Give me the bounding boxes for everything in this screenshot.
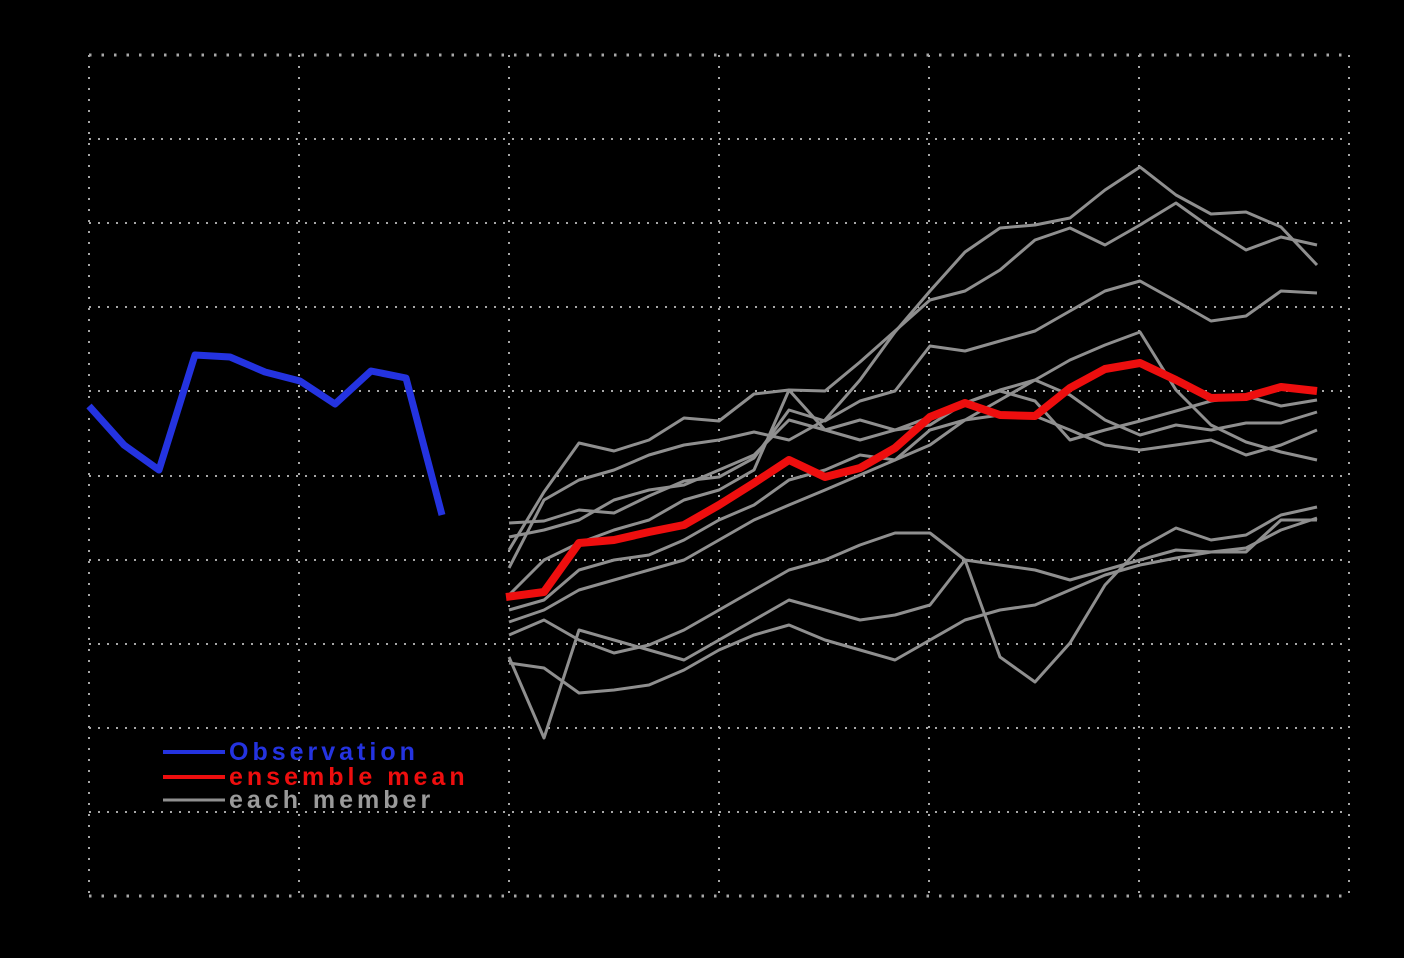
member-line-8 [507, 518, 1317, 740]
legend-label-observation: Observation [229, 738, 419, 766]
legend: Observation ensemble mean each member [163, 738, 469, 814]
member-line-10 [508, 516, 1318, 695]
member-line-3 [508, 279, 1318, 525]
member-line-6 [508, 413, 1318, 612]
ensemble-mean-line [505, 359, 1318, 601]
member-line-9 [508, 505, 1318, 684]
legend-label-each-member: each member [229, 786, 434, 814]
main-series-lines [86, 351, 1318, 601]
member-line-7 [508, 330, 1318, 624]
grid [88, 53, 1350, 898]
member-line-1 [507, 165, 1319, 569]
observation-line [86, 351, 446, 516]
member-line-5 [507, 378, 1318, 597]
legend-label-ensemble-mean: ensemble mean [229, 763, 469, 791]
member-line-2 [507, 201, 1318, 551]
